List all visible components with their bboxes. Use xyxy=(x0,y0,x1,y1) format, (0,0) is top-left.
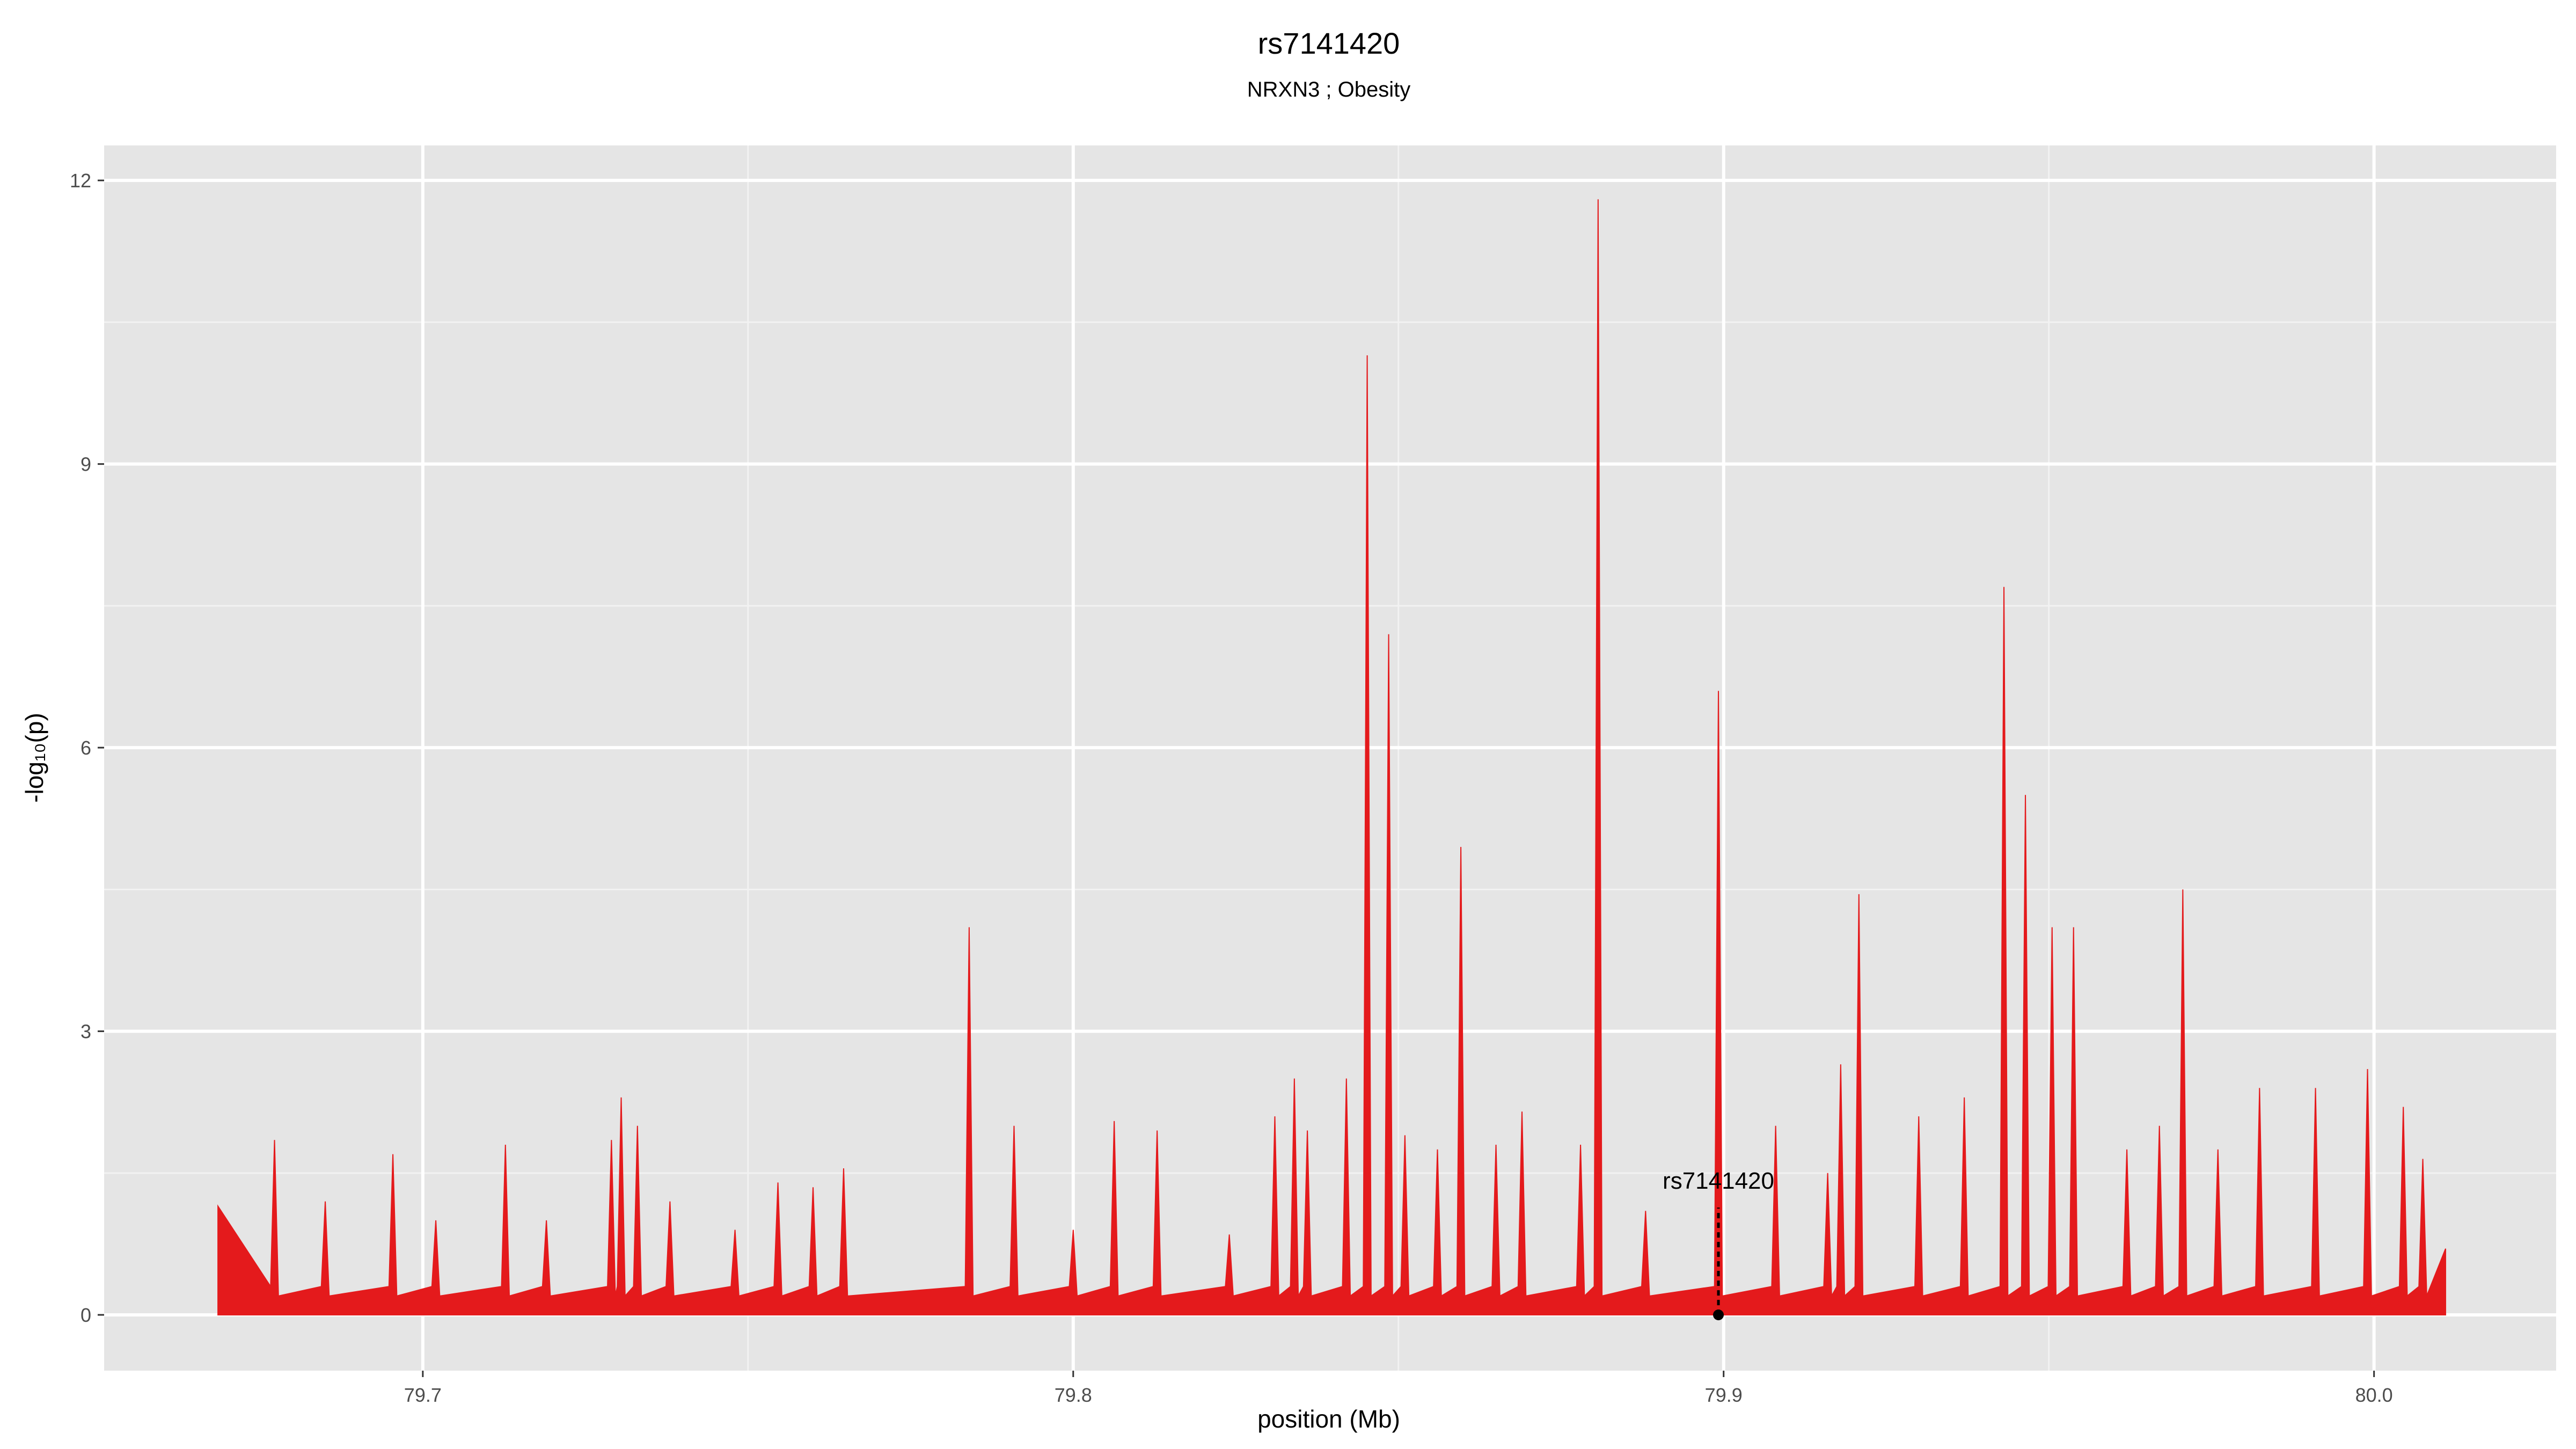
x-tick-label: 79.8 xyxy=(1055,1384,1092,1406)
annotation-point xyxy=(1713,1309,1724,1321)
y-tick-label: 6 xyxy=(80,737,91,759)
x-axis-label: position (Mb) xyxy=(1257,1405,1400,1433)
chart-subtitle: NRXN3 ; Obesity xyxy=(1247,78,1411,101)
y-tick-label: 12 xyxy=(70,170,91,192)
y-tick-label: 9 xyxy=(80,453,91,475)
x-tick-label: 80.0 xyxy=(2355,1384,2393,1406)
area xyxy=(217,199,2446,1316)
chart-title: rs7141420 xyxy=(1258,26,1400,60)
y-tick-label: 3 xyxy=(80,1021,91,1043)
annotation-label: rs7141420 xyxy=(1663,1168,1774,1194)
y-tick-label: 0 xyxy=(80,1304,91,1326)
x-tick-label: 79.9 xyxy=(1705,1384,1743,1406)
x-tick-label: 79.7 xyxy=(404,1384,442,1406)
plot-panel xyxy=(104,145,2556,1371)
y-axis-label: -log₁₀(p) xyxy=(20,713,48,803)
